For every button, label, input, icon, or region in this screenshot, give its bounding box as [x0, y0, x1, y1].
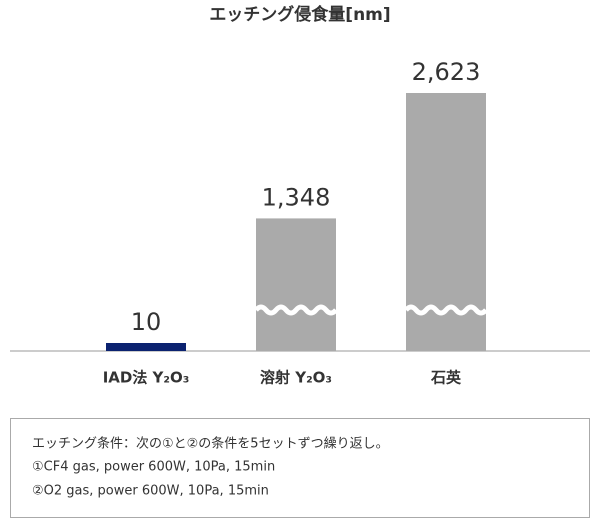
note-line: エッチング条件：次の①と②の条件を5セットずつ繰り返し。	[32, 436, 389, 452]
x-tick-label: 石英	[430, 369, 462, 387]
x-tick-label: IAD法 Y₂O₃	[103, 369, 190, 387]
axis-break	[254, 304, 338, 316]
value-label: 1,348	[262, 183, 331, 211]
note-line: ①CF4 gas, power 600W, 10Pa, 15min	[32, 460, 275, 475]
note-line: ②O2 gas, power 600W, 10Pa, 15min	[32, 484, 269, 499]
axis-break	[404, 304, 488, 316]
bar	[256, 218, 336, 351]
note-box	[10, 418, 590, 518]
bar	[106, 343, 186, 351]
value-label: 10	[131, 308, 162, 336]
x-tick-label: 溶射 Y₂O₃	[260, 369, 332, 387]
chart-title: エッチング侵食量[nm]	[209, 4, 390, 25]
value-label: 2,623	[412, 58, 481, 86]
